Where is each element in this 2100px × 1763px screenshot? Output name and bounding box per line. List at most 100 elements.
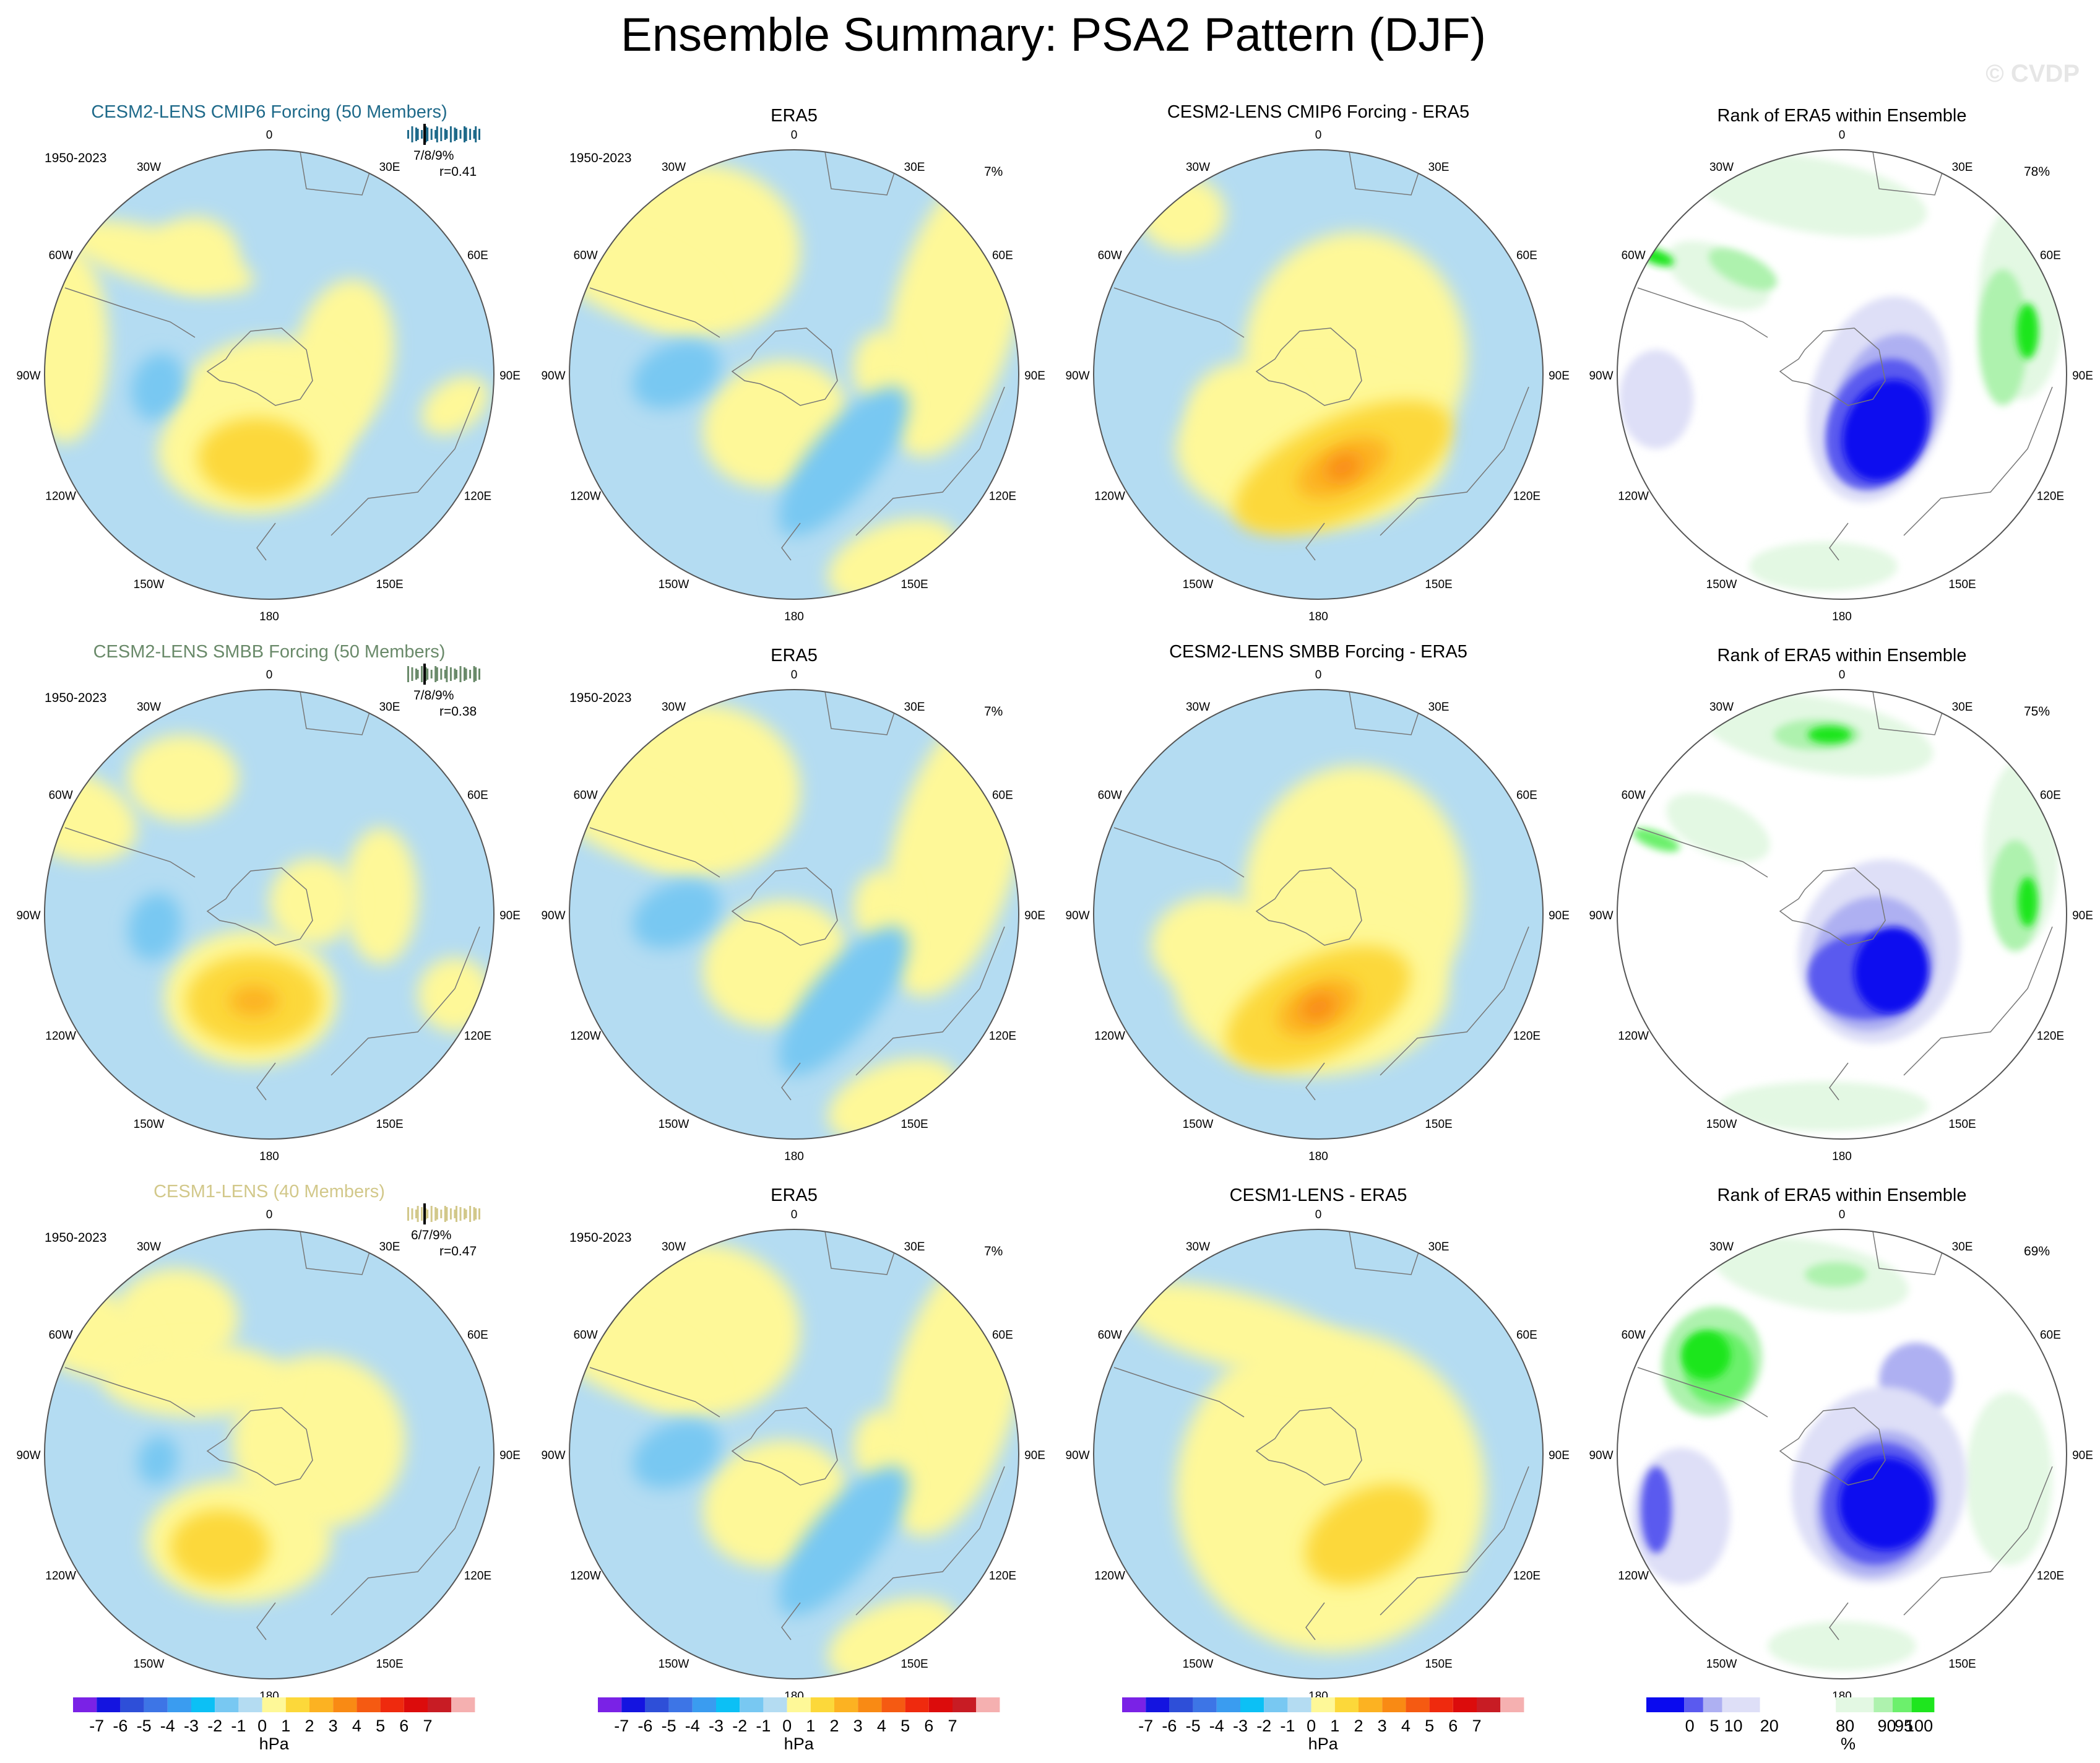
colorbar-tick-label: -5 — [662, 1717, 676, 1735]
coastline-africa — [1872, 1231, 1948, 1275]
ensemble-member-tick — [454, 669, 456, 680]
contour-region — [1768, 1621, 1916, 1671]
colorbar-swatch — [976, 1697, 1000, 1712]
coastline-africa — [1349, 691, 1424, 735]
longitude-label: 120W — [570, 490, 601, 503]
colorbar-swatch — [97, 1697, 121, 1712]
longitude-label: 30E — [1428, 161, 1450, 174]
panel-title-r2c4: Rank of ERA5 within Ensemble — [1718, 646, 1967, 665]
ensemble-member-tick — [440, 669, 443, 680]
ensemble-member-tick — [434, 130, 437, 139]
colorbar-swatch — [598, 1697, 622, 1712]
contour-region — [1176, 1330, 1485, 1652]
longitude-label: 30W — [1186, 701, 1210, 714]
longitude-label: 150W — [134, 578, 165, 591]
ensemble-member-tick — [421, 666, 423, 682]
colorbar-tick-label: 0 — [1685, 1717, 1695, 1735]
coastline-new-zealand — [1829, 1602, 1849, 1640]
contour-region — [62, 219, 254, 295]
coastline-new-zealand — [1829, 522, 1849, 561]
colorbar-swatch — [810, 1697, 834, 1712]
longitude-label: 60W — [1098, 789, 1122, 802]
longitude-label: 60W — [574, 249, 598, 262]
contour-region — [632, 1419, 721, 1489]
colorbar-tick-label: -1 — [756, 1717, 771, 1735]
map-panel-r1c3: 0 30E 60E 90E 120E 150E 180 150W 120W 90W 60W 30W — [1065, 129, 1569, 623]
ensemble-member-tick — [415, 1210, 417, 1218]
longitude-label: 150W — [1183, 1118, 1214, 1131]
colorbar-swatch — [262, 1697, 286, 1712]
longitude-label: 30W — [1186, 161, 1210, 174]
colorbar-swatch — [1500, 1697, 1524, 1712]
longitude-label: 180 — [1832, 1150, 1852, 1163]
colorbar-swatch — [1873, 1697, 1893, 1712]
ensemble-observed-tick — [423, 1203, 426, 1224]
colorbar-swatch — [333, 1697, 357, 1712]
ensemble-member-tick — [407, 666, 409, 682]
coastline-australia — [1380, 1466, 1529, 1616]
longitude-label: 180 — [1832, 610, 1852, 623]
longitude-label: 0 — [791, 669, 798, 682]
ensemble-member-tick — [459, 666, 462, 682]
colorbar-swatch — [621, 1697, 646, 1712]
pct-label-r2c2: 7% — [984, 704, 1003, 719]
colorbar-hpa-2: -7 -6 -5 -4 -3 -2 -1 0 1 2 3 4 5 6 7 hPa — [598, 1697, 1000, 1753]
panel-title-r2c2: ERA5 — [771, 646, 818, 665]
map-field — [569, 690, 1019, 1139]
coastline-australia — [331, 386, 480, 536]
colorbar-swatch — [1146, 1697, 1170, 1712]
colorbar-swatch — [1911, 1697, 1935, 1712]
longitude-label: 30E — [1952, 701, 1973, 714]
panel-title-r1c3: CESM2-LENS CMIP6 Forcing - ERA5 — [1167, 102, 1469, 122]
colorbar-tick-label: 2 — [1354, 1717, 1363, 1735]
longitude-label: 90E — [2072, 1449, 2093, 1462]
ensemble-member-tick — [454, 1210, 456, 1218]
contour-region — [1839, 1457, 1932, 1550]
map-panel-r2c3: 0 30E 60E 90E 120E 150E 180 150W 120W 90W 60W 30W — [1065, 669, 1569, 1163]
contour-region — [128, 893, 181, 961]
contour-region — [1151, 896, 1275, 995]
map-panel-r1c4: 0 30E 60E 90E 120E 150E 180 150W 120W 90W 60W 30W — [1589, 129, 2093, 623]
longitude-label: 30E — [1952, 1241, 1973, 1254]
ensemble-member-tick — [407, 1207, 409, 1221]
longitude-label: 30W — [137, 1241, 161, 1254]
panel-title-r1c1: CESM2-LENS CMIP6 Forcing (50 Members) — [91, 102, 447, 122]
ensemble-member-tick — [456, 670, 457, 678]
colorbar-tick-label: 2 — [829, 1717, 839, 1735]
colorbar-tick-label: -2 — [1256, 1717, 1271, 1735]
colorbar-tick-label: 7 — [423, 1717, 432, 1735]
longitude-label: 150E — [901, 1658, 928, 1671]
longitude-label: 0 — [1315, 129, 1322, 142]
map-border — [569, 149, 1019, 600]
ensemble-member-tick — [434, 666, 437, 682]
colorbar-units: hPa — [1308, 1735, 1339, 1753]
colorbar-tick-label: 6 — [1448, 1717, 1458, 1735]
pct-label-r1c1: 7/8/9% — [413, 149, 454, 163]
ensemble-member-tick — [436, 126, 438, 142]
longitude-label: 0 — [1839, 129, 1846, 142]
longitude-label: 90E — [2072, 909, 2093, 922]
longitude-label: 90E — [499, 1449, 521, 1462]
colorbar-tick-label: -7 — [89, 1717, 104, 1735]
coastline-new-zealand — [256, 522, 276, 561]
colorbar-tick-label: 5 — [901, 1717, 910, 1735]
map-border — [1617, 1229, 2067, 1679]
ensemble-member-tick — [459, 130, 462, 139]
longitude-label: 120W — [1094, 1030, 1125, 1043]
longitude-label: 90E — [2072, 370, 2093, 383]
longitude-label: 120E — [464, 1570, 491, 1583]
contour-region — [1708, 248, 1778, 291]
ensemble-member-tick — [478, 129, 480, 140]
colorbar-swatch — [1240, 1697, 1264, 1712]
colorbar-tick-label: 0 — [257, 1717, 267, 1735]
ensemble-member-tick — [425, 1208, 427, 1219]
longitude-label: 60E — [992, 249, 1013, 262]
longitude-label: 150E — [1425, 1658, 1452, 1671]
longitude-label: 0 — [791, 1208, 798, 1221]
longitude-label: 90W — [1589, 370, 1613, 383]
ensemble-member-tick — [430, 670, 433, 678]
coastline-australia — [1903, 1466, 2053, 1616]
ensemble-member-tick — [430, 1206, 433, 1222]
